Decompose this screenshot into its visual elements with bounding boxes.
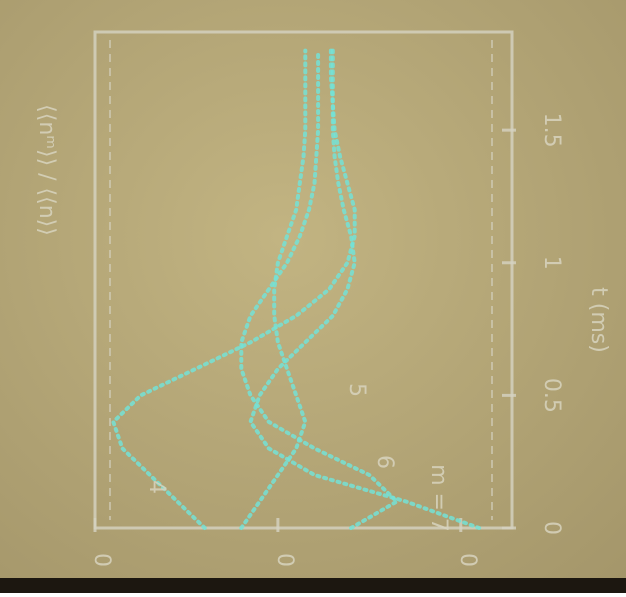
y-tick-label: 0 bbox=[272, 553, 297, 567]
y-tick-label: 0 bbox=[455, 553, 480, 567]
y-tick-label: 0 bbox=[89, 553, 114, 567]
x-tick-label: 1 bbox=[539, 256, 564, 270]
series-label: 6 bbox=[372, 455, 397, 469]
x-tick-label: 0.5 bbox=[539, 378, 564, 413]
bottom-edge bbox=[0, 578, 626, 593]
screen-photo: ⟨⟨nᵐ⟩⟩ / ⟨⟨n⟩⟩ t (ms) 0 0.5 1 1.5 0 0 0 4 5 6 m = … bbox=[0, 0, 626, 593]
x-tick-label: 1.5 bbox=[539, 113, 564, 148]
series-label: 4 bbox=[144, 480, 169, 494]
series-label: 5 bbox=[344, 383, 369, 397]
x-axis-label: t (ms) bbox=[586, 287, 611, 353]
series-label: m = 7 bbox=[426, 464, 451, 532]
y-axis-label: ⟨⟨nᵐ⟩⟩ / ⟨⟨n⟩⟩ bbox=[34, 104, 59, 236]
x-tick-label: 0 bbox=[539, 521, 564, 535]
